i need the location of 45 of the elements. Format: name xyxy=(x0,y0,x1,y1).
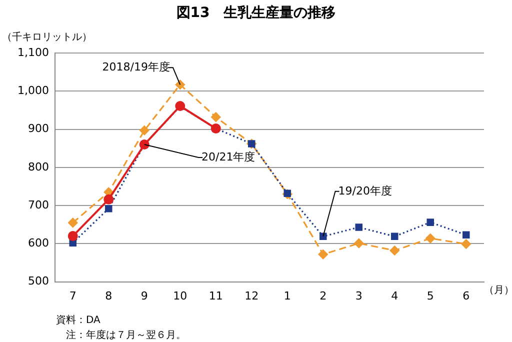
x-tick-label: 8 xyxy=(105,289,112,302)
x-tick-label: 6 xyxy=(462,289,470,302)
y-tick-label: 1,100 xyxy=(18,46,49,59)
chart-title: 図13 生乳生産量の推移 xyxy=(175,4,337,22)
y-tick-label: 600 xyxy=(28,236,49,250)
point xyxy=(461,239,471,249)
point xyxy=(426,234,436,244)
x-tick-label: 7 xyxy=(69,289,76,302)
point xyxy=(69,239,77,247)
x-axis-title: （月） xyxy=(484,284,512,297)
x-tick-label: 2 xyxy=(320,289,327,302)
y-tick-label: 700 xyxy=(28,198,49,212)
x-tick-label: 3 xyxy=(355,289,362,302)
point xyxy=(68,231,78,242)
point xyxy=(104,204,112,212)
y-axis-title: （千キロリットル） xyxy=(2,30,92,44)
y-tick-label: 500 xyxy=(28,274,49,288)
annotation: 19/20年度 xyxy=(338,184,392,198)
point xyxy=(104,194,114,204)
point xyxy=(390,232,398,240)
point xyxy=(211,112,221,122)
point xyxy=(355,224,363,231)
point xyxy=(284,190,292,197)
x-tick-label: 9 xyxy=(140,289,148,302)
annotation: 20/21年度 xyxy=(202,150,256,164)
x-tick-label: 12 xyxy=(244,289,259,302)
point xyxy=(318,250,328,260)
x-tick-label: 10 xyxy=(173,289,188,302)
x-tick-label: 11 xyxy=(208,289,223,302)
point xyxy=(354,238,364,248)
point xyxy=(68,218,78,228)
x-tick-label: 4 xyxy=(391,289,398,302)
point xyxy=(462,231,470,239)
point xyxy=(426,218,434,226)
y-tick-label: 900 xyxy=(28,122,49,136)
y-tick-label: 800 xyxy=(28,160,49,174)
point xyxy=(319,232,327,240)
text: 資料：DA xyxy=(56,314,102,328)
x-tick-label: 1 xyxy=(284,289,291,302)
x-tick-label: 5 xyxy=(426,289,434,302)
point xyxy=(390,246,400,256)
text: 注：年度は７月～翌６月。 xyxy=(65,328,186,342)
y-tick-label: 1,000 xyxy=(18,84,49,97)
point xyxy=(140,126,150,136)
annotation: 2018/19年度 xyxy=(102,60,170,74)
